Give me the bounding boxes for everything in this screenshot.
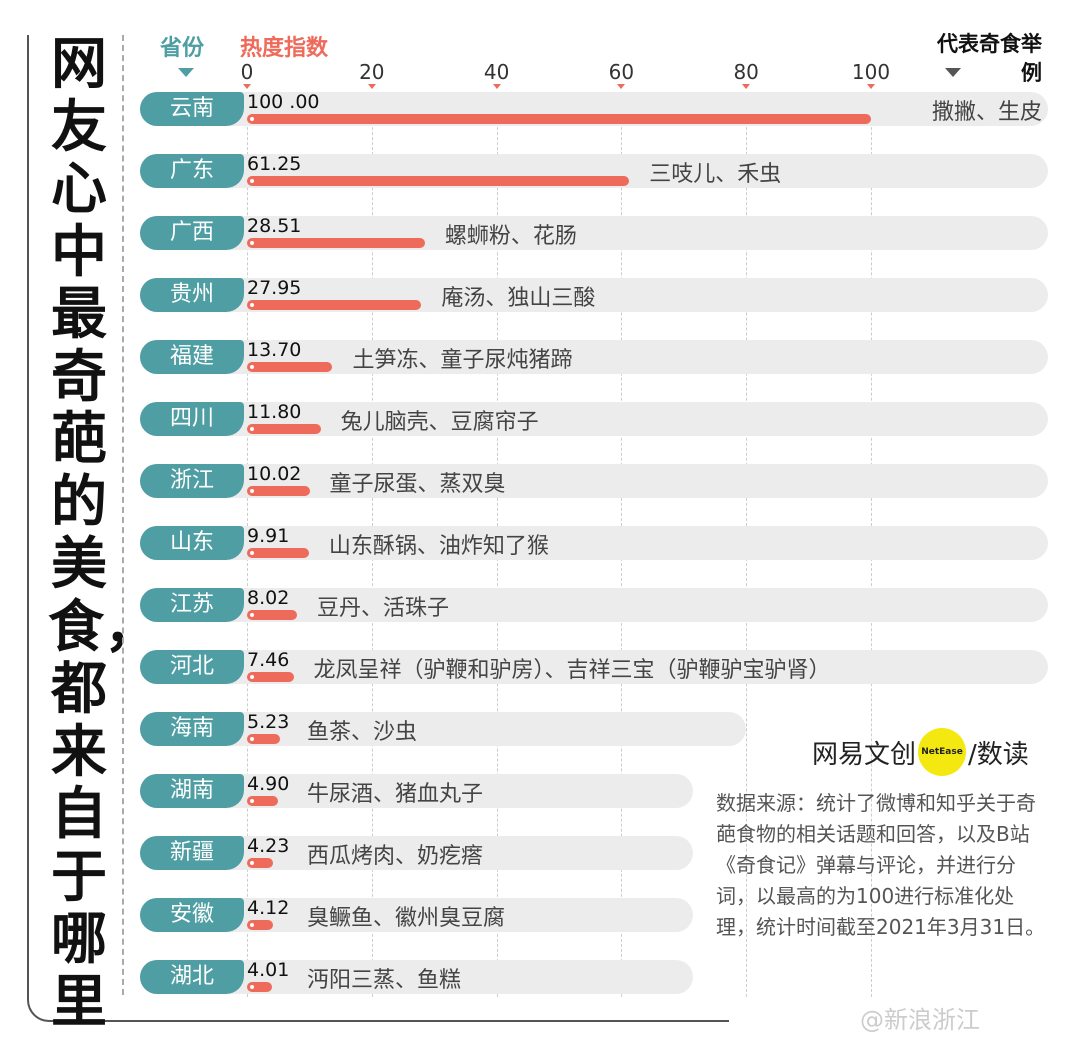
- value-label: 10.02: [247, 463, 302, 485]
- food-header: 代表奇食举例: [936, 30, 1042, 88]
- x-tick-label: 80: [733, 60, 759, 84]
- value-label: 11.80: [247, 401, 302, 423]
- value-label: 8.02: [247, 587, 290, 609]
- province-label: 湖北: [140, 960, 244, 994]
- food-example: 西瓜烤肉、奶疙瘩: [307, 844, 484, 869]
- x-tick-mark: [867, 84, 875, 89]
- bar: [247, 362, 333, 372]
- food-example: 沔阳三蒸、鱼糕: [307, 968, 462, 993]
- logo-brand: 网易文创: [812, 739, 917, 770]
- food-example: 撒撇、生皮: [931, 100, 1042, 125]
- bar: [247, 176, 630, 186]
- x-tick-label: 60: [608, 60, 635, 84]
- netease-logo: 网易文创 NetEase /数读: [812, 728, 1029, 776]
- vertical-title: 网友心中最奇葩的美食，都来自于哪里: [48, 32, 160, 1035]
- food-example: 鱼茶、沙虫: [307, 720, 418, 745]
- province-label: 湖南: [140, 774, 244, 808]
- bar: [247, 610, 298, 620]
- food-example: 庵汤、独山三酸: [441, 286, 596, 311]
- x-tick-mark: [492, 84, 501, 89]
- data-source-note: 数据来源：统计了微博和知乎关于奇葩食物的相关话题和回答，以及B站《奇食记》弹幕与…: [716, 791, 1046, 939]
- province-label: 安徽: [140, 898, 244, 932]
- value-label: 4.12: [247, 897, 290, 919]
- food-example: 臭鳜鱼、徽州臭豆腐: [307, 906, 506, 931]
- province-label: 广东: [140, 154, 244, 188]
- heat-index-header: 热度指数: [240, 36, 329, 61]
- x-tick-label: 20: [359, 60, 385, 84]
- bar: [247, 424, 321, 434]
- bar: [247, 548, 309, 558]
- bar: [247, 486, 310, 496]
- bar: [247, 920, 273, 930]
- divider: [122, 35, 124, 995]
- province-label: 江苏: [140, 588, 244, 622]
- province-label: 山东: [140, 526, 244, 560]
- value-label: 4.90: [247, 773, 290, 795]
- value-label: 28.51: [247, 215, 302, 237]
- x-tick-mark: [243, 84, 251, 89]
- province-label: 云南: [140, 92, 244, 126]
- province-label: 新疆: [140, 836, 244, 870]
- value-label: 9.91: [247, 525, 290, 547]
- province-label: 福建: [140, 340, 244, 374]
- value-label: 5.23: [247, 711, 290, 733]
- watermark: @新浪浙江: [860, 1006, 980, 1034]
- province-label: 广西: [140, 216, 244, 250]
- food-example: 牛尿酒、猪血丸子: [307, 782, 484, 807]
- province-label: 贵州: [140, 278, 244, 312]
- bar: [247, 734, 280, 744]
- bar: [247, 238, 425, 248]
- food-example: 三吱儿、禾虫: [649, 162, 782, 187]
- logo-badge: NetEase: [918, 728, 967, 776]
- food-example: 童子尿蛋、蒸双臭: [329, 472, 506, 497]
- x-tick-label: 40: [483, 60, 510, 84]
- bar: [247, 982, 273, 992]
- bar: [247, 796, 278, 806]
- value-label: 4.01: [247, 959, 290, 981]
- province-label: 四川: [140, 402, 244, 436]
- value-label: 61.25: [247, 153, 302, 175]
- x-tick-mark: [367, 84, 376, 89]
- value-label: 13.70: [247, 339, 302, 361]
- food-header-text: 代表奇食举例: [937, 32, 1042, 85]
- province-triangle-icon: [178, 68, 194, 77]
- x-tick-mark: [617, 84, 626, 89]
- logo-product: /数读: [968, 739, 1029, 770]
- value-label: 4.23: [247, 835, 290, 857]
- province-label: 河北: [140, 650, 244, 684]
- food-example: 豆丹、活珠子: [317, 596, 450, 621]
- food-example: 兔儿脑壳、豆腐帘子: [340, 410, 539, 435]
- x-tick-label: 0: [240, 60, 254, 84]
- value-label: 100 .00: [247, 91, 320, 113]
- food-example: 山东酥锅、油炸知了猴: [328, 534, 549, 559]
- food-example: 龙凤呈祥（驴鞭和驴房）、吉祥三宝（驴鞭驴宝驴肾）: [313, 658, 831, 683]
- province-label: 浙江: [140, 464, 244, 498]
- food-example: 土笋冻、童子尿炖猪蹄: [352, 348, 573, 373]
- value-label: 7.46: [247, 649, 290, 671]
- frame-line: [27, 35, 729, 1022]
- bar: [247, 300, 422, 310]
- value-label: 27.95: [247, 277, 302, 299]
- food-triangle-icon: [945, 68, 961, 77]
- province-header: 省份: [160, 36, 205, 61]
- bar: [247, 858, 274, 868]
- bar: [247, 114, 871, 124]
- bar: [247, 672, 294, 682]
- x-tick-label: 100: [851, 60, 891, 84]
- x-tick-mark: [742, 84, 751, 89]
- food-example: 螺蛳粉、花肠: [444, 224, 577, 249]
- province-label: 海南: [140, 712, 244, 746]
